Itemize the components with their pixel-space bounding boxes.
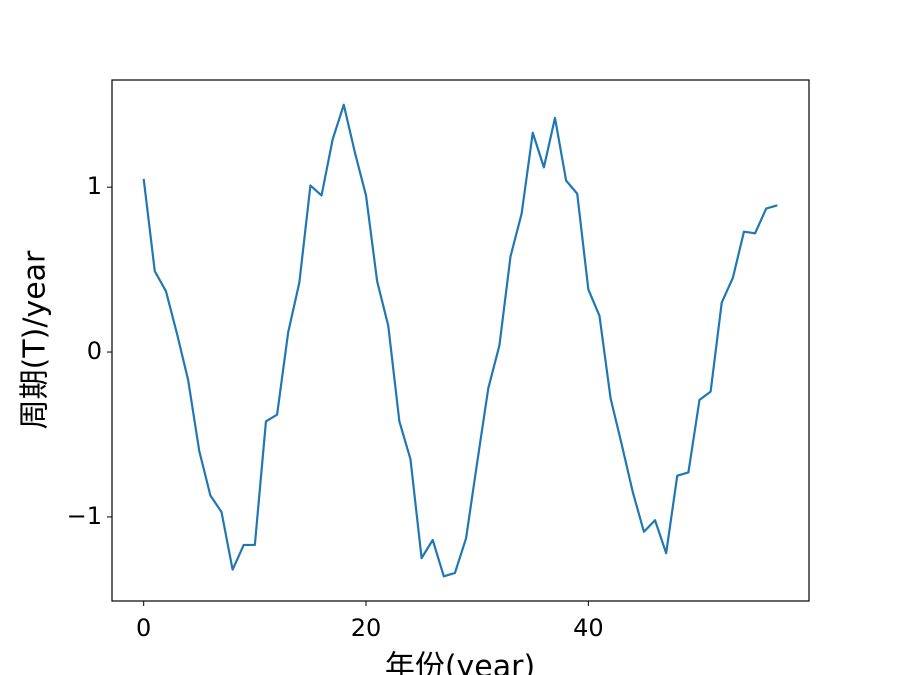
x-axis-label: 年份(year) — [385, 650, 535, 675]
line-series — [142, 103, 778, 578]
x-tick-label: 20 — [351, 614, 382, 642]
x-tick-label: 0 — [136, 614, 151, 642]
x-tick-label: 40 — [573, 614, 604, 642]
y-axis-label: 周期(T)/year — [18, 250, 53, 429]
y-tick-label: −1 — [67, 502, 102, 530]
plot-frame — [111, 79, 810, 602]
y-tick-label: 0 — [87, 337, 102, 365]
y-tick-label: 1 — [87, 172, 102, 200]
